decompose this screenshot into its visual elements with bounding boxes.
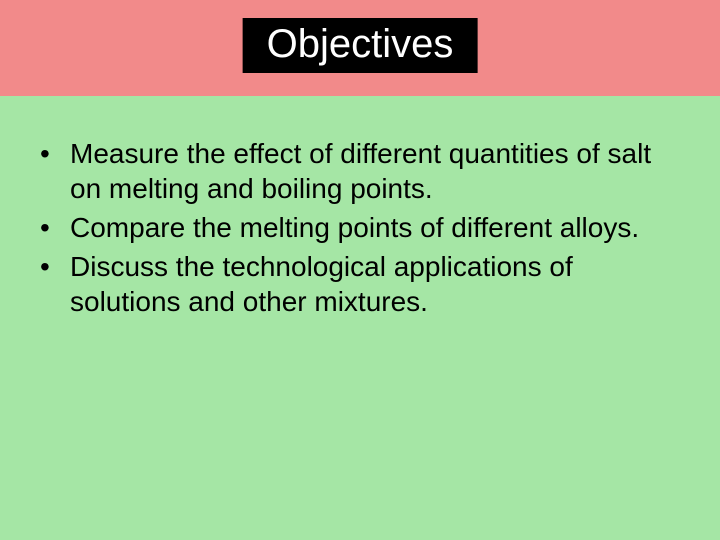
title-bar: Objectives — [0, 0, 720, 96]
list-item: Compare the melting points of different … — [34, 210, 686, 245]
slide-title: Objectives — [267, 22, 454, 66]
title-box: Objectives — [243, 18, 478, 73]
slide-body: Measure the effect of different quantiti… — [0, 96, 720, 319]
objectives-list: Measure the effect of different quantiti… — [34, 136, 686, 319]
list-item: Measure the effect of different quantiti… — [34, 136, 686, 206]
list-item: Discuss the technological applications o… — [34, 249, 686, 319]
